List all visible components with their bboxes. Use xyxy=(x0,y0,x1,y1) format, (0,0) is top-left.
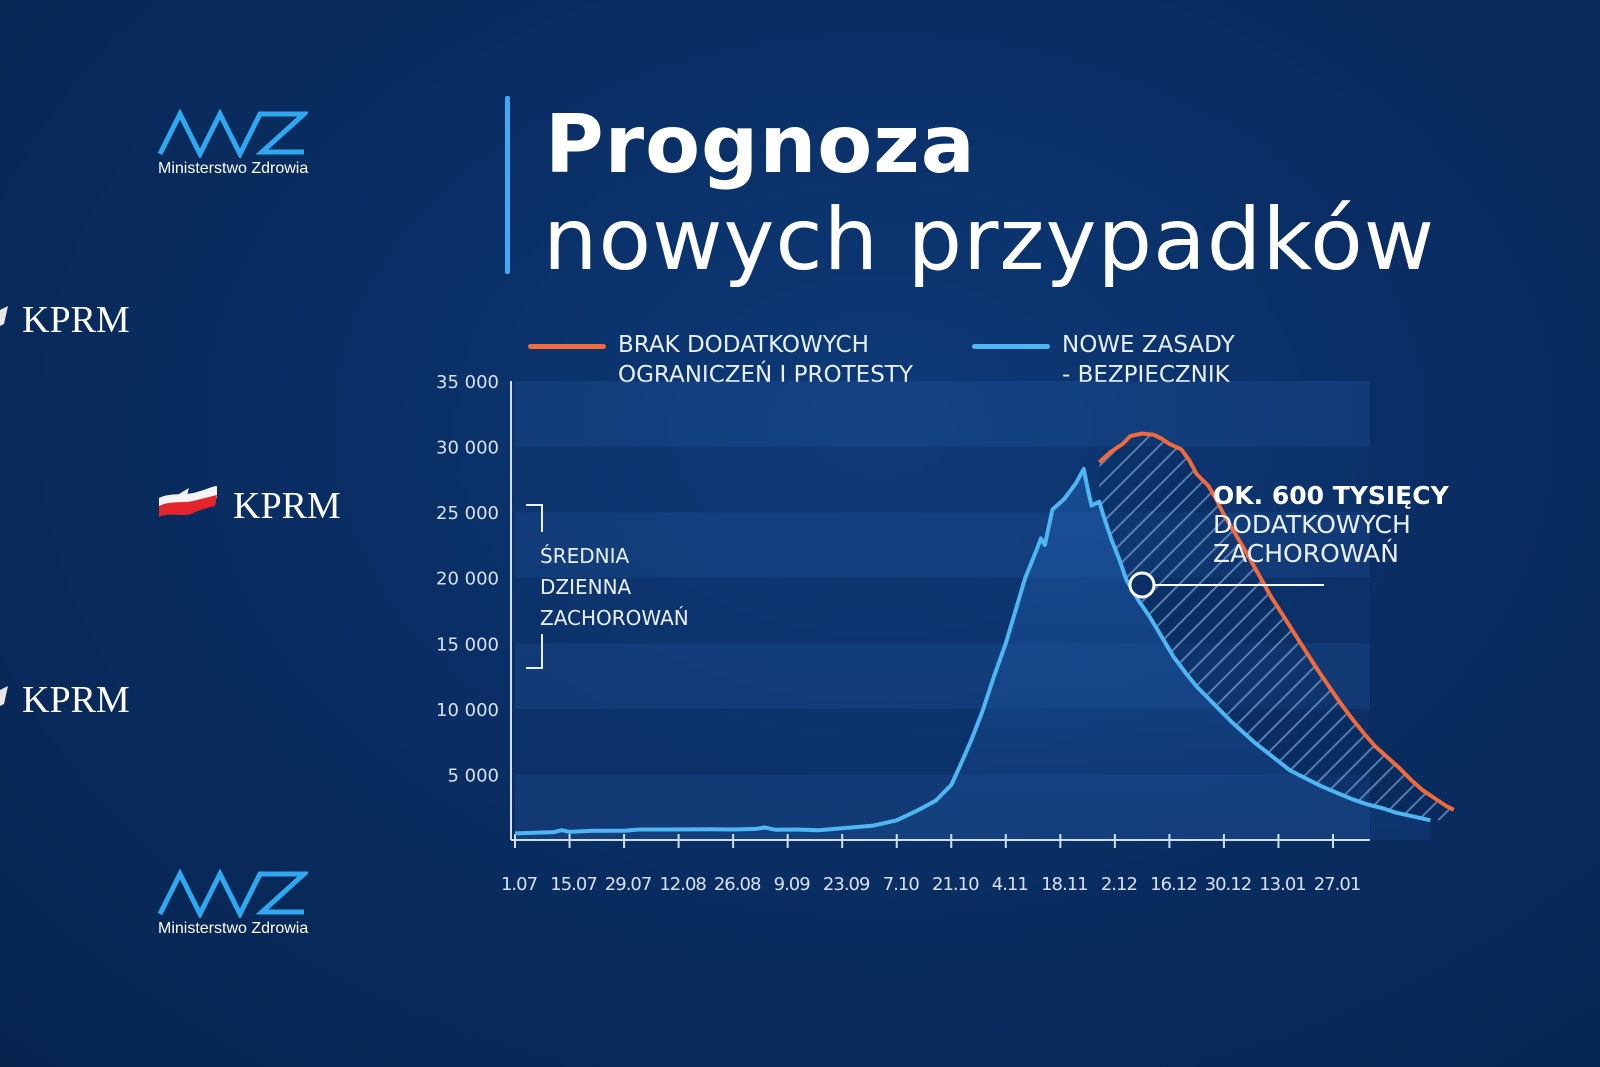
x-tick-label: 27.01 xyxy=(1314,874,1361,895)
grid-band xyxy=(515,446,1370,513)
legend-orange-line-2: OGRANICZEŃ I PROTESTY xyxy=(618,362,913,388)
annotation-line-2: DODATKOWYCH xyxy=(1213,510,1411,539)
legend-blue: NOWE ZASADY - BEZPIECZNIK xyxy=(972,330,1235,390)
x-tick-label: 29.07 xyxy=(605,874,652,895)
x-tick-label: 21.10 xyxy=(932,874,979,895)
kprm-label: KPRM xyxy=(233,485,341,527)
x-tick-label: 16.12 xyxy=(1150,874,1197,895)
ylabel-bracket-bottom xyxy=(526,634,543,669)
flag-icon xyxy=(0,678,8,722)
y-axis-label-line-3: ZACHOROWAŃ xyxy=(540,606,689,630)
blue-area-fill xyxy=(515,468,1431,840)
mz-logo-icon xyxy=(158,108,308,158)
y-axis-label: ŚREDNIA DZIENNA ZACHOROWAŃ xyxy=(540,541,689,634)
y-tick-label: 35 000 xyxy=(436,372,499,393)
flag-icon xyxy=(0,298,8,342)
x-tick-label: 7.10 xyxy=(883,874,920,895)
x-tick-label: 9.09 xyxy=(774,874,811,895)
title-accent-bar xyxy=(505,96,510,274)
x-tick-label: 30.12 xyxy=(1205,874,1252,895)
grid-band xyxy=(515,381,1370,447)
y-tick-label: 10 000 xyxy=(436,700,499,721)
kprm-logo-top: KPRM xyxy=(0,298,130,342)
y-axis-label-line-1: ŚREDNIA xyxy=(540,544,630,568)
annotation-line-1: OK. 600 TYSIĘCY xyxy=(1213,481,1449,510)
y-tick-label: 25 000 xyxy=(436,503,499,524)
x-tick-label: 1.07 xyxy=(501,874,537,895)
x-tick-label: 4.11 xyxy=(992,874,1028,895)
y-tick-label: 5 000 xyxy=(447,765,499,786)
x-tick-label: 2.12 xyxy=(1101,874,1137,895)
x-tick-label: 18.11 xyxy=(1041,874,1088,895)
legend-blue-line-1: NOWE ZASADY xyxy=(1062,332,1235,358)
kprm-label: KPRM xyxy=(22,299,130,341)
flag-icon xyxy=(157,484,219,528)
mz-logo-top: Ministerstwo Zdrowia xyxy=(158,108,318,178)
mz-caption: Ministerstwo Zdrowia xyxy=(158,160,309,177)
mz-logo-icon xyxy=(158,868,308,918)
x-tick-label: 12.08 xyxy=(659,874,706,895)
kprm-logo-middle: KPRM xyxy=(157,484,341,528)
x-tick-label: 13.01 xyxy=(1259,874,1306,895)
ylabel-bracket-top xyxy=(526,504,543,532)
y-tick-label: 20 000 xyxy=(436,569,499,590)
y-tick-label: 30 000 xyxy=(436,438,499,459)
x-tick-label: 23.09 xyxy=(823,874,870,895)
mz-caption: Ministerstwo Zdrowia xyxy=(158,920,309,937)
annotation-line-3: ZACHOROWAŃ xyxy=(1213,539,1399,568)
series-line-blue xyxy=(514,466,1431,836)
title-line-1: Prognoza xyxy=(545,98,976,191)
legend-blue-swatch xyxy=(972,344,1050,349)
legend-blue-line-2: - BEZPIECZNIK xyxy=(1062,362,1230,388)
difference-hatch-area xyxy=(1099,433,1454,821)
legend-orange: BRAK DODATKOWYCH OGRANICZEŃ I PROTESTY xyxy=(528,330,913,390)
legend-orange-swatch xyxy=(528,344,606,349)
mz-logo-bottom: Ministerstwo Zdrowia xyxy=(158,868,318,938)
y-tick-label: 15 000 xyxy=(436,634,499,655)
kprm-logo-bottom: KPRM xyxy=(0,678,130,722)
legend-orange-line-1: BRAK DODATKOWYCH xyxy=(618,332,869,358)
x-tick-label: 26.08 xyxy=(714,874,761,895)
annotation-marker xyxy=(1128,571,1156,599)
annotation-text: OK. 600 TYSIĘCY DODATKOWYCH ZACHOROWAŃ xyxy=(1213,481,1449,568)
kprm-label: KPRM xyxy=(22,679,130,721)
title-line-2: nowych przypadków xyxy=(543,190,1436,290)
y-axis-label-line-2: DZIENNA xyxy=(540,575,632,599)
x-tick-label: 15.07 xyxy=(550,874,597,895)
